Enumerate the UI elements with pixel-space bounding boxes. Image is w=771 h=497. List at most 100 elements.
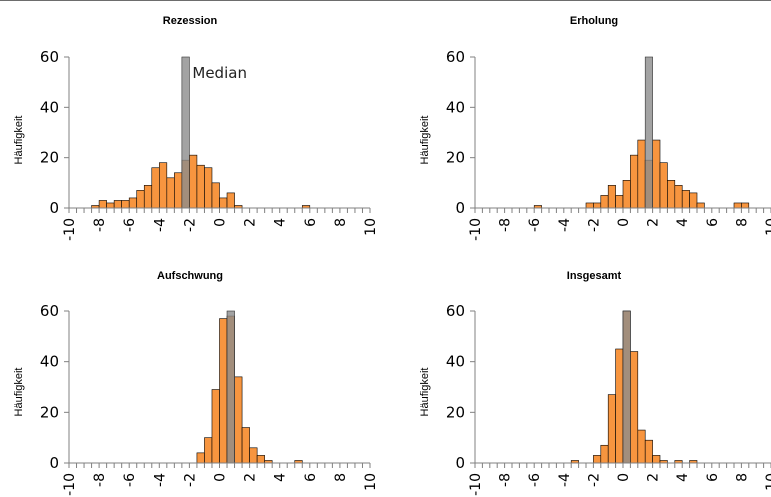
histogram-bar-aufschwung (241, 427, 250, 464)
histogram-bar-erholung (659, 162, 668, 209)
panel-title-insgesamt: Insgesamt (567, 270, 622, 282)
y-tick-label-rezession: 20 (40, 149, 59, 167)
x-tick-label-insgesamt: -8 (498, 473, 514, 487)
histogram-bar-aufschwung (204, 437, 213, 464)
x-tick-label-rezession: 0 (213, 218, 229, 227)
histogram-bar-erholung (733, 202, 742, 209)
x-tick-label-aufschwung: -4 (152, 473, 168, 487)
histogram-bar-rezession (226, 192, 235, 209)
x-tick-label-insgesamt: 4 (675, 473, 691, 482)
figure-top-border (0, 0, 771, 1)
x-tick-label-rezession: -4 (152, 218, 168, 232)
y-tick-label-rezession: 40 (40, 98, 59, 116)
median-bar-insgesamt (622, 310, 631, 464)
histogram-bar-insgesamt (637, 429, 646, 464)
histogram-bar-erholung (741, 202, 750, 209)
x-tick-label-rezession: 8 (333, 218, 349, 227)
x-tick-label-erholung: 2 (646, 218, 662, 227)
x-tick-label-aufschwung: -8 (92, 473, 108, 487)
histogram-bar-erholung (689, 192, 698, 209)
x-tick-label-aufschwung: 0 (213, 473, 229, 482)
x-tick-label-rezession: 10 (363, 218, 379, 236)
histogram-bar-erholung (622, 180, 631, 209)
histogram-bar-erholung (667, 180, 676, 209)
histogram-bar-insgesamt (615, 348, 624, 464)
x-tick-label-insgesamt: 2 (646, 473, 662, 482)
y-tick-label-rezession: 0 (49, 199, 59, 217)
histogram-bar-rezession (98, 200, 107, 209)
median-bar-aufschwung (226, 310, 235, 464)
x-tick-label-aufschwung: -2 (182, 473, 198, 487)
x-tick-label-aufschwung: 2 (243, 473, 259, 482)
x-tick-label-rezession: -10 (62, 218, 78, 241)
x-tick-label-erholung: 4 (675, 218, 691, 227)
x-tick-label-aufschwung: 6 (303, 473, 319, 482)
histogram-bar-rezession (219, 197, 228, 209)
histogram-bar-insgesamt (600, 444, 609, 464)
x-tick-label-insgesamt: -2 (586, 473, 602, 487)
histogram-bar-rezession (174, 172, 183, 209)
histogram-bar-rezession (121, 200, 130, 209)
histogram-bar-erholung (674, 185, 683, 209)
y-tick-label-insgesamt: 0 (455, 454, 465, 472)
histogram-bar-insgesamt (630, 351, 639, 464)
median-bar-rezession (181, 56, 190, 209)
x-tick-label-rezession: 2 (243, 218, 259, 227)
y-tick-label-insgesamt: 60 (446, 302, 465, 320)
x-tick-label-rezession: -8 (92, 218, 108, 232)
histogram-bar-rezession (159, 162, 168, 209)
histogram-bar-insgesamt (607, 394, 616, 464)
y-tick-label-rezession: 60 (40, 48, 59, 66)
y-tick-label-erholung: 60 (446, 48, 465, 66)
y-tick-label-aufschwung: 40 (40, 353, 59, 371)
x-tick-label-rezession: -2 (182, 218, 198, 232)
panel-insgesamt: Insgesamt Häufigkeit 0 20 40 60 -10 -8 -6 -4 -2 0 2 4… (419, 270, 771, 496)
histogram-bar-insgesamt (652, 455, 661, 464)
histogram-bar-rezession (143, 185, 153, 209)
x-tick-label-rezession: -6 (122, 218, 138, 232)
x-tick-label-aufschwung: 10 (363, 473, 379, 491)
histogram-bar-erholung (681, 190, 690, 209)
histogram-bar-insgesamt (644, 439, 653, 464)
histogram-bar-aufschwung (196, 452, 205, 464)
histogram-bar-aufschwung (256, 455, 265, 464)
histogram-bar-erholung (615, 195, 624, 209)
x-tick-label-erholung: 8 (734, 218, 750, 227)
histogram-bar-erholung (637, 139, 646, 209)
histogram-bar-erholung (630, 154, 639, 209)
histogram-bar-rezession (106, 202, 115, 209)
x-tick-label-erholung: -10 (468, 218, 484, 241)
histogram-bar-rezession (196, 164, 205, 209)
histogram-bar-rezession (211, 182, 220, 209)
y-axis-label-aufschwung: Häufigkeit (13, 368, 25, 417)
histogram-bar-erholung (607, 185, 616, 209)
x-tick-label-insgesamt: -6 (527, 473, 543, 487)
median-annotation-rezession: Median (192, 64, 247, 82)
panel-aufschwung: Aufschwung Häufigkeit 0 20 40 60 -10 -8 -6 -4 -2 0 2… (13, 270, 379, 496)
x-tick-label-erholung: -8 (498, 218, 514, 232)
histogram-bar-rezession (151, 167, 160, 209)
y-axis-label-erholung: Häufigkeit (419, 116, 431, 165)
x-tick-label-insgesamt: 10 (764, 473, 771, 491)
histogram-bar-rezession (136, 190, 145, 209)
histogram-bar-rezession (128, 197, 138, 209)
y-tick-label-erholung: 0 (455, 199, 465, 217)
y-tick-label-erholung: 40 (446, 98, 465, 116)
x-tick-label-rezession: 4 (273, 218, 289, 227)
histogram-bar-erholung (600, 195, 609, 209)
x-tick-label-aufschwung: -6 (122, 473, 138, 487)
x-tick-label-insgesamt: 6 (705, 473, 721, 482)
histogram-bar-aufschwung (249, 447, 258, 464)
x-tick-label-insgesamt: 8 (734, 473, 750, 482)
y-tick-label-insgesamt: 20 (446, 403, 465, 421)
histogram-bar-insgesamt (593, 455, 602, 464)
panel-title-aufschwung: Aufschwung (157, 270, 223, 282)
x-tick-label-erholung: 0 (616, 218, 632, 227)
histogram-bar-erholung (696, 202, 705, 209)
y-tick-label-insgesamt: 40 (446, 353, 465, 371)
histogram-bar-erholung (652, 139, 661, 209)
x-tick-label-erholung: 10 (764, 218, 771, 236)
